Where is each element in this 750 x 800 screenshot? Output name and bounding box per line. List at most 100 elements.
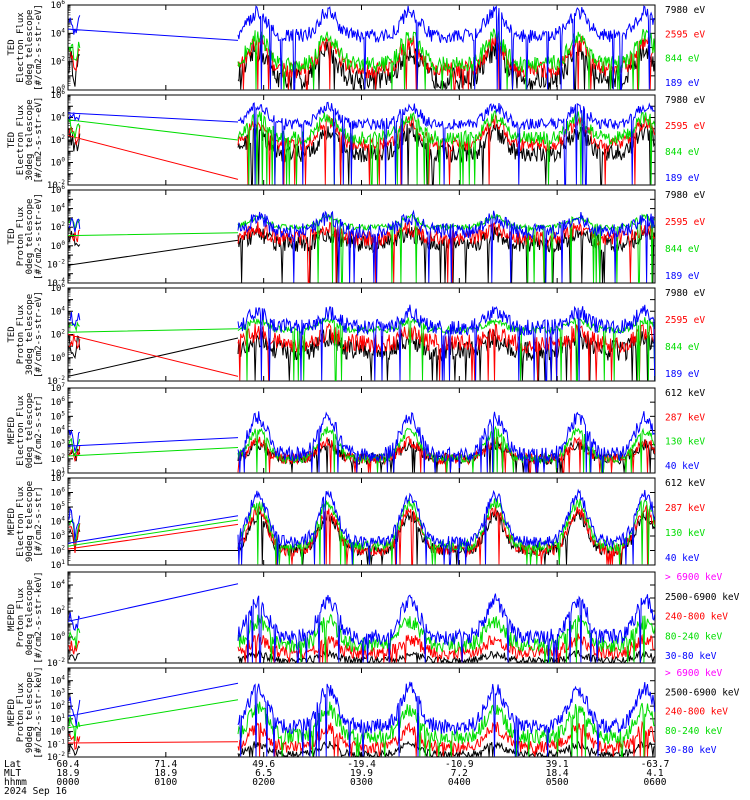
series-line-black [68, 225, 655, 283]
series-line-blue [68, 101, 655, 185]
x-tick-label-lat: 71.4 [154, 759, 177, 770]
y-tick-label: 10-2 [47, 657, 65, 669]
x-tick-label-mlt: 4.1 [646, 768, 663, 779]
y-tick-label: 10-2 [47, 179, 65, 191]
x-tick-label-hhmm: 0400 [448, 777, 471, 788]
y-tick-label: 102 [51, 329, 66, 341]
y-axis-label: MEPED Electron Flux 90deg telescope [#/cm2-… [7, 481, 44, 562]
y-tick-label: 100 [51, 352, 66, 364]
y-tick-label: 102 [51, 453, 66, 465]
y-axis-label-line: Proton Flux [16, 682, 26, 742]
y-tick-label: 104 [51, 675, 66, 687]
legend-entry: 40 keV [665, 553, 700, 564]
y-axis-label-line: 90deg telescope [25, 672, 35, 753]
x-tick-label-mlt: 18.4 [546, 768, 569, 779]
y-axis-label-line: [#/cm2-s-str-eV] [34, 193, 44, 280]
y-axis-label-line: Proton Flux [16, 304, 26, 364]
legend-entry: 7980 eV [665, 95, 705, 106]
x-tick-label-lat: -19.4 [347, 759, 376, 770]
y-tick-label: 106 [51, 396, 66, 408]
legend-entry: 7980 eV [665, 288, 705, 299]
series-group [68, 5, 655, 90]
series-line-blue [68, 681, 655, 757]
panel-5: 101 102 103 104 105 106 107 MEPED Electron Flux 0… [7, 382, 705, 479]
legend-entry: 189 eV [665, 271, 700, 282]
panel-3: 10-4 10-2 100 102 104 106 TED Proton Flux 0deg t… [7, 184, 705, 289]
legend-entry: 844 eV [665, 244, 700, 255]
series-line-blue [68, 209, 655, 283]
series-group [68, 411, 655, 473]
y-axis-label-line: MEPED [7, 699, 17, 726]
legend-entry: 40 keV [665, 461, 700, 472]
legend-entry: 2500-6900 keV [665, 592, 740, 603]
y-axis-label-line: Electron Flux [16, 104, 26, 175]
x-tick-label-mlt: 6.5 [255, 768, 272, 779]
x-axis-row-label: Lat [4, 759, 21, 770]
y-axis-label-line: [#/cm2-s-str-eV] [34, 4, 44, 91]
y-axis-label-line: TED [7, 39, 17, 55]
y-tick-label: 106 [51, 184, 66, 196]
x-tick-label-hhmm: 0200 [252, 777, 275, 788]
legend-entry: 844 eV [665, 342, 700, 353]
y-axis-label: TED Electron Flux 0deg telescope [#/cm2-s-s… [7, 4, 44, 91]
y-tick-label: 102 [51, 700, 66, 712]
y-axis-label: TED Proton Flux 0deg telescope [#/cm2-s-str… [7, 193, 44, 280]
panel-1: 100 102 104 106 TED Electron Flux 0deg telesco… [7, 0, 705, 96]
x-tick-label-hhmm: 0300 [350, 777, 373, 788]
y-axis-label-line: Proton Flux [16, 206, 26, 266]
series-line-green [68, 28, 655, 90]
series-line-black [68, 649, 655, 663]
legend-entry: 287 keV [665, 503, 705, 514]
legend-entry: 2595 eV [665, 315, 705, 326]
y-tick-label: 101 [51, 713, 66, 725]
y-tick-label: 10-1 [47, 738, 65, 750]
y-axis-label-line: TED [7, 326, 17, 342]
y-tick-label: 100 [51, 157, 66, 169]
x-tick-label-mlt: 18.9 [154, 768, 177, 779]
y-axis-label-line: [#/cm2-s-str-eV] [34, 97, 44, 184]
x-tick-label-lat: 60.4 [57, 759, 80, 770]
series-group [68, 488, 655, 565]
y-tick-label: 102 [51, 56, 66, 68]
y-axis-label-line: MEPED [7, 508, 17, 535]
y-tick-label: 10-2 [47, 375, 65, 387]
y-tick-label: 104 [51, 27, 66, 39]
y-tick-label: 10-2 [47, 258, 65, 270]
y-tick-label: 10-2 [47, 751, 65, 763]
x-tick-label-lat: 49.6 [252, 759, 275, 770]
panel-7: 10-2 100 102 104 MEPED Proton Flux 0deg telesc… [7, 571, 740, 669]
series-line-red [68, 633, 655, 663]
legend-entry: 287 keV [665, 412, 705, 423]
legend-entry: 2595 eV [665, 29, 705, 40]
y-tick-label: 10-4 [47, 277, 65, 289]
legend-entry: 30-80 keV [665, 745, 717, 756]
y-tick-label: 100 [51, 631, 66, 643]
legend-entry: 240-800 keV [665, 612, 728, 623]
y-tick-label: 101 [51, 559, 66, 571]
y-axis-label-line: [#/cm2-s-str-keV] [34, 666, 44, 758]
x-axis-row-label: MLT [4, 768, 21, 779]
y-tick-label: 104 [51, 112, 66, 124]
y-tick-label: 103 [51, 530, 66, 542]
y-axis-label-line: MEPED [7, 417, 17, 444]
y-tick-label: 102 [51, 134, 66, 146]
y-tick-label: 103 [51, 439, 66, 451]
x-tick-label-hhmm: 0500 [546, 777, 569, 788]
y-axis-label-line: MEPED [7, 604, 17, 631]
y-axis-label: MEPED Proton Flux 0deg telescope [#/cm2-s-s… [7, 571, 44, 663]
y-tick-label: 104 [51, 203, 66, 215]
y-axis-label-line: [#/cm2-s-str-keV] [34, 571, 44, 663]
series-group [68, 101, 655, 185]
y-tick-label: 102 [51, 605, 66, 617]
y-axis-label-line: TED [7, 228, 17, 244]
legend-entry: 2595 eV [665, 217, 705, 228]
legend-entry: 2595 eV [665, 121, 705, 132]
y-axis-label: MEPED Electron Flux 0deg telescope [#/cm2-s… [7, 393, 44, 469]
x-tick-label-mlt: 19.9 [350, 768, 373, 779]
legend-entry: 80-240 keV [665, 726, 722, 737]
legend-entry: 130 keV [665, 437, 705, 448]
y-axis-label-line: [#/cm2-s-str] [34, 486, 44, 556]
series-line-blue [68, 304, 655, 381]
series-line-blue [68, 411, 655, 473]
